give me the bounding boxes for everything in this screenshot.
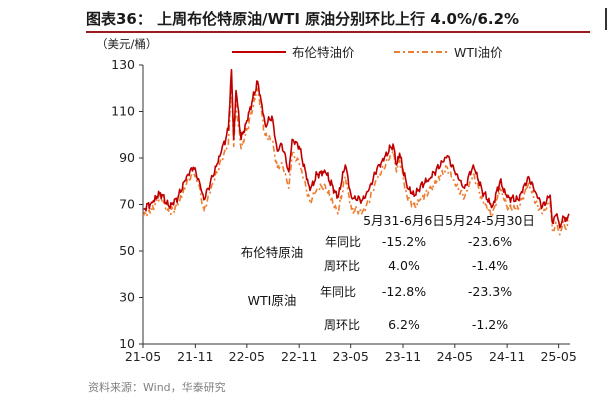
brent-line <box>143 68 570 229</box>
table-row-group: WTI原油 <box>248 293 297 308</box>
table-col-header: 5月24-5月30日 <box>445 213 535 228</box>
x-tick-label: 22-11 <box>281 349 317 364</box>
source-note: 资料来源：Wind，华泰研究 <box>88 381 226 394</box>
title-rule <box>86 31 590 33</box>
y-tick-label: 130 <box>111 57 135 72</box>
table-cell-value: -15.2% <box>382 234 426 249</box>
table-cell-value: -23.3% <box>468 284 512 299</box>
wti-line <box>142 80 570 236</box>
table-cell-value: -12.8% <box>382 284 426 299</box>
table-cell-value: 4.0% <box>388 258 420 273</box>
table-row-metric: 周环比 <box>324 259 360 273</box>
x-axis: 21-05 21-11 22-05 22-11 23-05 23-11 24-05 24-11… <box>125 343 577 364</box>
chart-title: 图表36： 上周布伦特原油/WTI 原油分别环比上行 4.0%/6.2% <box>86 10 520 28</box>
x-tick-label: 21-11 <box>177 349 213 364</box>
x-tick-label: 23-05 <box>333 349 369 364</box>
table-row-group: 布伦特原油 <box>241 245 304 260</box>
table-cell-value: -1.4% <box>472 258 508 273</box>
table-col-header: 5月31-6月6日 <box>363 213 445 228</box>
adjacent-panel-edge <box>605 8 607 30</box>
y-axis: 10 30 50 70 90 110 130 （美元/桶） <box>96 37 157 351</box>
table-row-metric: 年同比 <box>325 235 361 249</box>
plot-lines <box>142 68 570 236</box>
y-tick-label: 50 <box>119 243 135 258</box>
y-tick-label: 70 <box>119 197 135 212</box>
y-unit-label: （美元/桶） <box>96 37 157 51</box>
x-tick-label: 23-11 <box>385 349 421 364</box>
table-row-metric: 年同比 <box>320 285 356 299</box>
x-tick-label: 21-05 <box>125 349 161 364</box>
legend-brent-label: 布伦特油价 <box>292 45 355 60</box>
legend: 布伦特油价 WTI油价 <box>232 45 503 60</box>
table-cell-value: 6.2% <box>388 317 420 332</box>
legend-wti-label: WTI油价 <box>454 45 503 60</box>
x-tick-label: 24-05 <box>437 349 473 364</box>
x-tick-label: 22-05 <box>229 349 265 364</box>
y-tick-label: 10 <box>119 336 135 351</box>
y-tick-label: 30 <box>119 290 135 305</box>
y-tick-label: 110 <box>111 104 135 119</box>
table-row-metric: 周环比 <box>324 318 360 332</box>
x-tick-label: 25-05 <box>540 349 576 364</box>
x-tick-label: 24-11 <box>489 349 525 364</box>
table-cell-value: -23.6% <box>468 234 512 249</box>
y-tick-label: 90 <box>119 150 135 165</box>
table-cell-value: -1.2% <box>472 317 508 332</box>
